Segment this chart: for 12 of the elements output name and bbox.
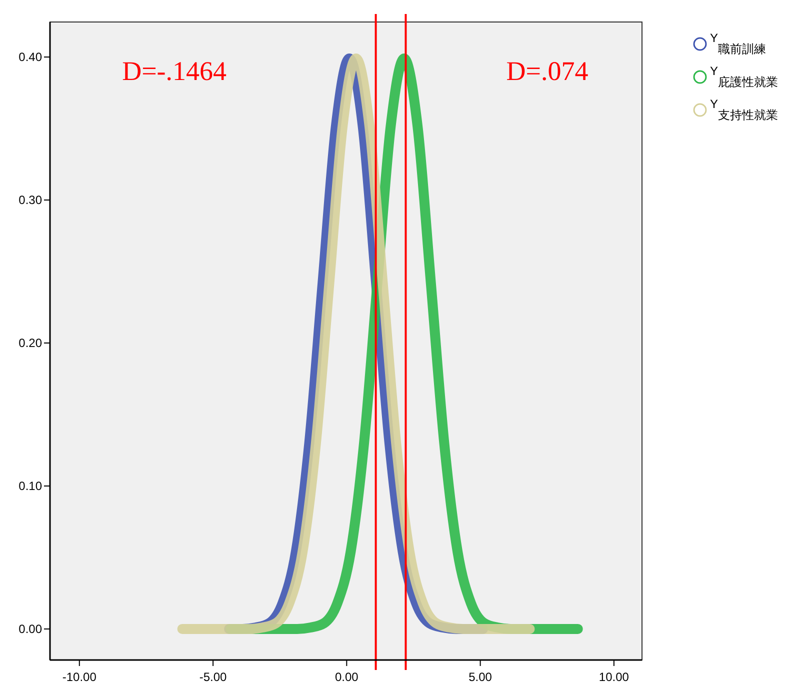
x-tick-label: -5.00 [199,670,228,684]
y-tick-label: 0.30 [18,193,42,208]
annotation: D=-.1464 [122,56,228,86]
y-tick-label: 0.00 [18,622,42,636]
x-tick-label: 0.00 [334,670,359,684]
y-tick-label: 0.10 [18,478,42,493]
x-tick-label: 5.00 [468,670,492,684]
y-tick-label: 0.20 [18,336,42,350]
annotation: D=.074 [506,56,589,86]
x-tick-label: 10.00 [598,670,630,684]
y-tick-label: 0.40 [18,50,42,64]
x-tick-label: -10.00 [62,670,97,684]
